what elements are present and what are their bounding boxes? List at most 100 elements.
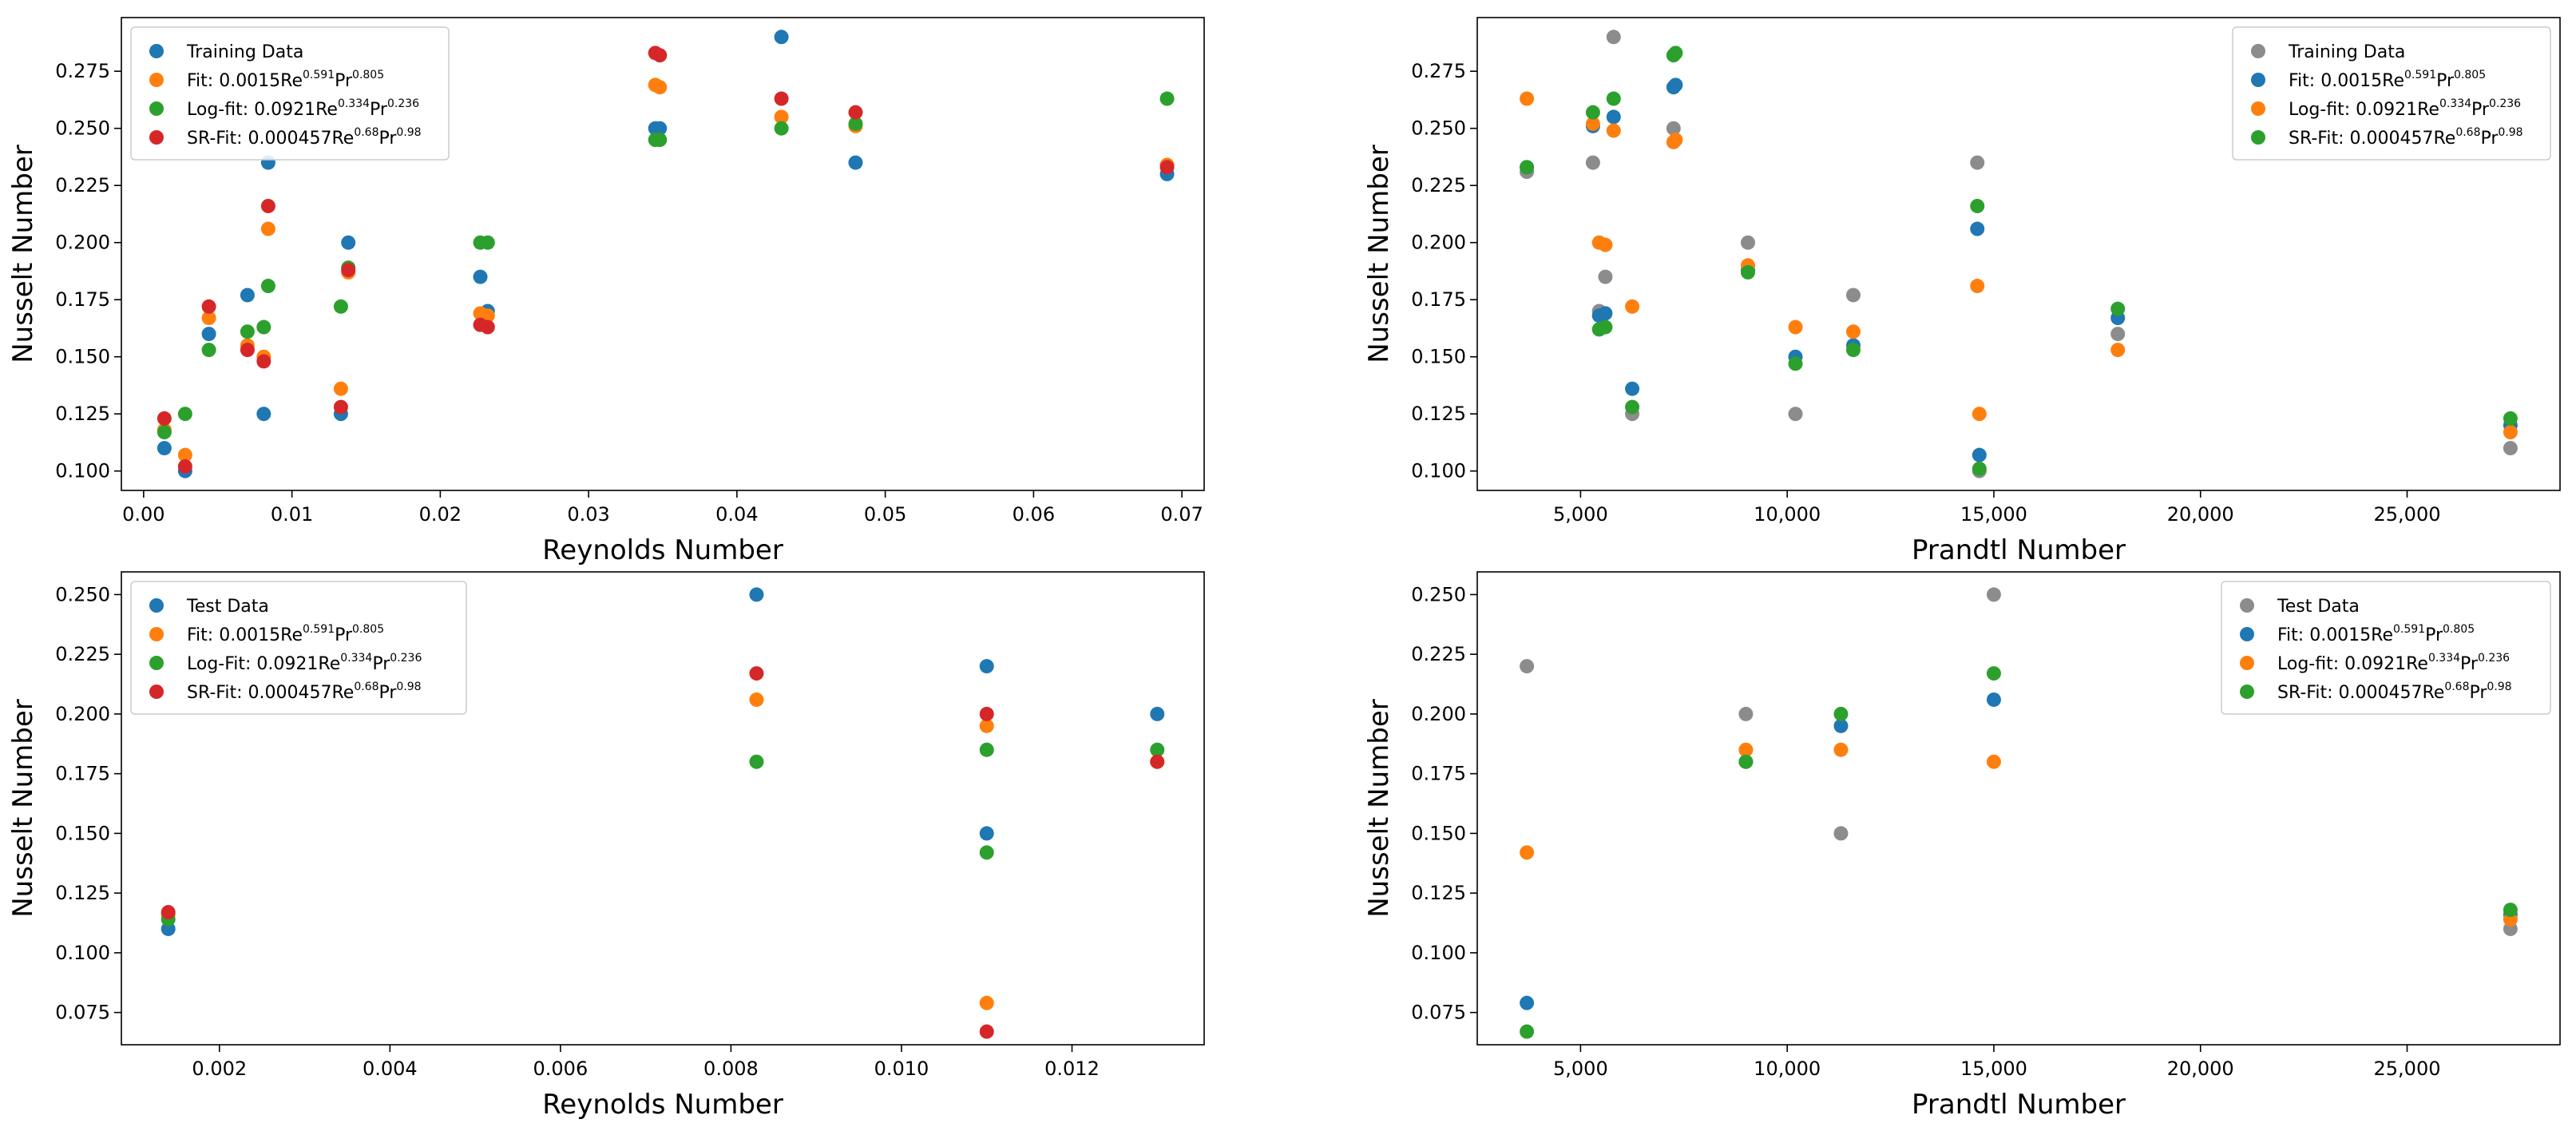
data-point: [240, 343, 255, 358]
y-tick-label: 0.150: [1411, 822, 1466, 844]
data-point: [1972, 461, 1987, 476]
x-tick-label: 0.010: [874, 1058, 929, 1080]
x-tick-label: 10,000: [1754, 503, 1821, 526]
y-tick-label: 0.125: [55, 882, 110, 904]
legend-marker: [2251, 44, 2265, 58]
data-point: [1788, 407, 1803, 422]
legend-marker: [2240, 598, 2254, 613]
data-point: [1150, 706, 1165, 721]
data-point: [979, 659, 994, 674]
data-point: [652, 133, 668, 148]
chart-test-pr: 5,000 10,000 15,000 20,000 25,000 0.075 0.100 0…: [1363, 571, 2561, 1121]
y-tick-label: 0.100: [1411, 460, 1466, 482]
legend-marker: [2240, 627, 2254, 641]
y-tick-label: 0.175: [1411, 763, 1466, 785]
data-point: [2503, 441, 2518, 456]
chart-train-re: 0.00 0.01 0.02 0.03 0.04 0.05 0.06 0.07 0.100 0.1…: [7, 17, 1205, 566]
data-point: [177, 458, 192, 474]
data-point: [1625, 299, 1640, 314]
series-log-fit: [161, 742, 1165, 927]
legend-entry: Fit: 0.0015Re0.591Pr0.805: [2251, 69, 2486, 91]
data-point: [1970, 221, 1985, 236]
legend-entry: Fit: 0.0015Re0.591Pr0.805: [149, 623, 384, 645]
axes-frame: [121, 571, 1205, 1046]
legend-marker: [149, 598, 164, 613]
data-point: [1598, 319, 1613, 335]
y-tick-label: 0.100: [55, 942, 110, 964]
data-point: [1833, 706, 1849, 721]
x-tick-label: 10,000: [1754, 1058, 1821, 1080]
legend-frame: [2232, 26, 2551, 161]
data-point: [1520, 659, 1535, 674]
series-sr-fit: [161, 666, 1165, 1039]
data-point: [333, 399, 348, 415]
y-tick-label: 0.275: [1411, 60, 1466, 82]
data-point: [177, 407, 192, 422]
legend-entry: Fit: 0.0015Re0.591Pr0.805: [149, 69, 384, 91]
y-tick-label: 0.225: [55, 643, 110, 665]
data-point: [201, 327, 216, 342]
data-point: [1585, 116, 1600, 131]
axes-frame: [1476, 571, 2561, 1046]
x-tick-label: 5,000: [1553, 1058, 1608, 1080]
data-point: [1520, 91, 1535, 106]
data-point: [1970, 279, 1985, 294]
data-point: [1606, 91, 1621, 106]
legend-marker: [149, 73, 164, 87]
data-point: [2503, 411, 2518, 426]
legend: Training Data Fit: 0.0015Re0.591Pr0.805 Lo…: [2232, 26, 2551, 161]
legend-marker: [2240, 656, 2254, 670]
data-point: [979, 826, 994, 841]
x-tick-label: 20,000: [2167, 1058, 2234, 1080]
data-point: [1970, 198, 1985, 213]
legend-marker: [2251, 130, 2265, 145]
legend-marker: [2240, 685, 2254, 699]
data-point: [1738, 706, 1754, 721]
data-point: [979, 718, 994, 733]
data-point: [1986, 666, 2001, 681]
data-point: [1972, 447, 1987, 462]
legend-label: Log-fit: 0.0921Re0.334Pr0.236: [187, 97, 419, 120]
data-point: [1520, 1024, 1535, 1039]
data-point: [848, 155, 863, 170]
data-point: [1150, 754, 1165, 769]
data-point: [1741, 264, 1755, 280]
data-point: [1520, 160, 1535, 175]
data-point: [1970, 155, 1985, 170]
data-point: [749, 692, 764, 707]
data-point: [256, 319, 271, 335]
legend: Test Data Fit: 0.0015Re0.591Pr0.805 Log-F…: [130, 581, 467, 715]
y-tick-label: 0.225: [1411, 643, 1466, 665]
data-point: [774, 121, 789, 136]
legend-frame: [130, 26, 450, 161]
y-tick-label: 0.075: [1411, 1002, 1466, 1024]
legend-label: Fit: 0.0015Re0.591Pr0.805: [2277, 623, 2475, 645]
x-tick-label: 0.006: [533, 1058, 589, 1080]
x-tick-label: 0.004: [363, 1058, 418, 1080]
data-point: [652, 48, 668, 63]
data-point: [1738, 754, 1754, 769]
y-tick-label: 0.125: [1411, 882, 1466, 904]
data-point: [1845, 288, 1861, 303]
y-tick-label: 0.100: [55, 460, 110, 482]
y-tick-label: 0.150: [55, 822, 110, 844]
legend-marker: [149, 685, 164, 699]
data-point: [1625, 399, 1640, 415]
data-point: [979, 706, 994, 721]
legend-entry: Log-fit: 0.0921Re0.334Pr0.236: [2240, 652, 2510, 674]
y-tick-label: 0.200: [55, 703, 110, 725]
y-tick-label: 0.150: [1411, 346, 1466, 368]
data-point: [201, 311, 216, 326]
data-point: [1668, 133, 1683, 148]
y-tick-label: 0.250: [55, 583, 110, 605]
legend-frame: [130, 581, 467, 715]
legend-label: SR-Fit: 0.000457Re0.68Pr0.98: [187, 126, 422, 149]
y-axis-label: Nusselt Number: [1363, 699, 1395, 918]
y-tick-label: 0.200: [55, 232, 110, 254]
y-tick-label: 0.075: [55, 1002, 110, 1024]
y-tick-label: 0.200: [1411, 703, 1466, 725]
data-point: [749, 754, 764, 769]
data-point: [341, 263, 356, 278]
legend-entry: SR-Fit: 0.000457Re0.68Pr0.98: [149, 681, 422, 703]
